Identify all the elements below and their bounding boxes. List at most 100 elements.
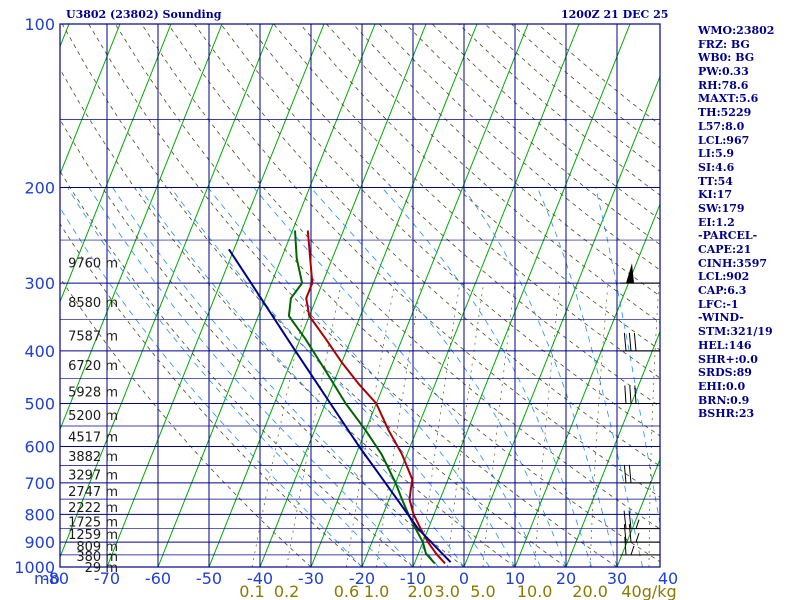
wind-section-heading: -WIND- [698, 311, 744, 325]
isotherm-line [565, 330, 660, 567]
pressure-tick-label: 700 [24, 474, 55, 493]
mixing-ratio-label: 0.2 [274, 582, 299, 600]
index-frz: FRZ: BG [698, 37, 750, 51]
wind-barb-feather [628, 524, 632, 543]
height-label: 1725 m [68, 516, 118, 531]
wind-barb-feather [634, 385, 637, 404]
height-label: 4517 m [68, 430, 118, 445]
pressure-tick-label: 800 [24, 505, 55, 524]
isotherm-line [463, 75, 660, 567]
isotherm-line [106, 24, 325, 567]
moist-adiabat-line [170, 187, 490, 567]
height-label: 29 m [85, 561, 118, 576]
pressure-tick-label: 200 [24, 178, 55, 197]
mixing-ratio-label: 0.1 [239, 582, 264, 600]
mixing-ratio-line [419, 283, 461, 567]
height-label: 2747 m [68, 485, 118, 500]
height-label: 9760 m [68, 257, 118, 272]
mixing-ratio-label: 5.0 [470, 582, 495, 600]
pressure-tick-label: 900 [24, 533, 55, 552]
index-wb0: WB0: BG [698, 51, 755, 65]
dry-adiabat-line [88, 24, 618, 567]
wind-barb-feather [623, 464, 627, 483]
wind-barb-pennant [626, 263, 634, 284]
dry-adiabat-line [61, 24, 567, 567]
height-label: 1259 m [68, 528, 118, 543]
temperature-tick-label: 40 [658, 569, 678, 588]
index-hel: HEL:146 [698, 338, 752, 352]
isotherm-line [361, 24, 580, 567]
indices-panel: WMO:23802 FRZ: BG WB0: BG PW:0.33 RH:78.… [698, 24, 798, 421]
valid-time: 1200Z 21 DEC 25 [561, 8, 669, 21]
index-ehi: EHI:0.0 [698, 379, 746, 393]
dry-adiabat-line [114, 24, 660, 563]
index-wmo: WMO:23802 [698, 24, 775, 37]
mixing-ratio-label: 10.0 [517, 582, 553, 600]
pressure-tick-label: 400 [24, 342, 55, 361]
isotherm-line [412, 24, 631, 567]
wind-barb-feather [628, 332, 632, 351]
pressure-unit-label: mb [34, 569, 60, 588]
mixing-ratio-line [446, 283, 484, 567]
dry-adiabat-line [60, 170, 414, 567]
index-ki: KI:17 [698, 188, 733, 202]
height-label: 3882 m [68, 450, 118, 465]
mixing-ratio-label: 0.6 [334, 582, 359, 600]
height-label: 809 m [76, 540, 118, 555]
isotherm-line [616, 458, 660, 567]
index-si: SI:4.6 [698, 160, 735, 174]
moist-adiabat-line [139, 187, 465, 567]
index-pw: PW:0.33 [698, 65, 749, 79]
index-ei: EI:1.2 [698, 215, 735, 229]
moist-adiabat-line [310, 187, 567, 567]
index-srds: SRDS:89 [698, 366, 752, 380]
isotherm-line [60, 24, 121, 176]
index-maxt: MAXT:5.6 [698, 92, 759, 106]
moist-adiabat-line [536, 187, 643, 567]
mixing-ratio-label: 1.0 [364, 582, 389, 600]
mixing-ratio-line [534, 283, 561, 567]
chart-title: U3802 (23802) Sounding [66, 8, 222, 21]
mixing-ratio-label: 40g/kg [621, 582, 676, 600]
pressure-tick-label: 600 [24, 438, 55, 457]
mixing-ratio-label: 20.0 [572, 582, 608, 600]
mixing-ratio-line [346, 283, 395, 567]
pressure-tick-label: 100 [24, 15, 55, 34]
index-th: TH:5229 [698, 106, 752, 120]
dewpoint-trace [287, 230, 436, 565]
wind-barb-feather [633, 332, 637, 351]
index-l57: L57:8.0 [698, 119, 745, 133]
pressure-tick-label: 1000 [14, 558, 55, 577]
wind-barbs-layer [620, 263, 660, 556]
temperature-tick-label: -70 [94, 569, 120, 588]
height-label: 3297 m [68, 468, 118, 483]
wind-barb-feather [623, 524, 627, 543]
height-label: 7587 m [68, 330, 118, 345]
index-parcel-lcl: LCL:902 [698, 270, 750, 284]
index-rh: RH:78.6 [698, 78, 749, 92]
wind-barb-half-feather [630, 545, 635, 556]
isotherm-line [0, 24, 18, 567]
wind-barb-feather [623, 510, 627, 529]
dry-adiabat-line [141, 24, 660, 530]
isotherm-line [60, 24, 223, 431]
temperature-tick-label: -50 [196, 569, 222, 588]
index-cinh: CINH:3597 [698, 256, 768, 270]
temperature-tick-label: 10 [505, 569, 525, 588]
height-label: 8580 m [68, 296, 118, 311]
height-label: 2222 m [68, 501, 118, 516]
pressure-tick-label: 300 [24, 274, 55, 293]
mixing-ratio-label: 3.0 [435, 582, 460, 600]
grid-layer [0, 24, 660, 567]
index-tt: TT:54 [698, 174, 733, 188]
moist-adiabat-line [381, 187, 592, 567]
temperature-tick-label: -80 [43, 569, 69, 588]
index-shr: SHR+:0.0 [698, 352, 758, 366]
index-lfc: LFC:-1 [698, 297, 739, 311]
wind-barb-half-feather [635, 519, 640, 529]
height-label: 380 m [76, 550, 118, 565]
mixing-ratio-label: 2.0 [408, 582, 433, 600]
index-stm: STM:321/19 [698, 325, 773, 339]
isotherm-line [60, 24, 274, 559]
